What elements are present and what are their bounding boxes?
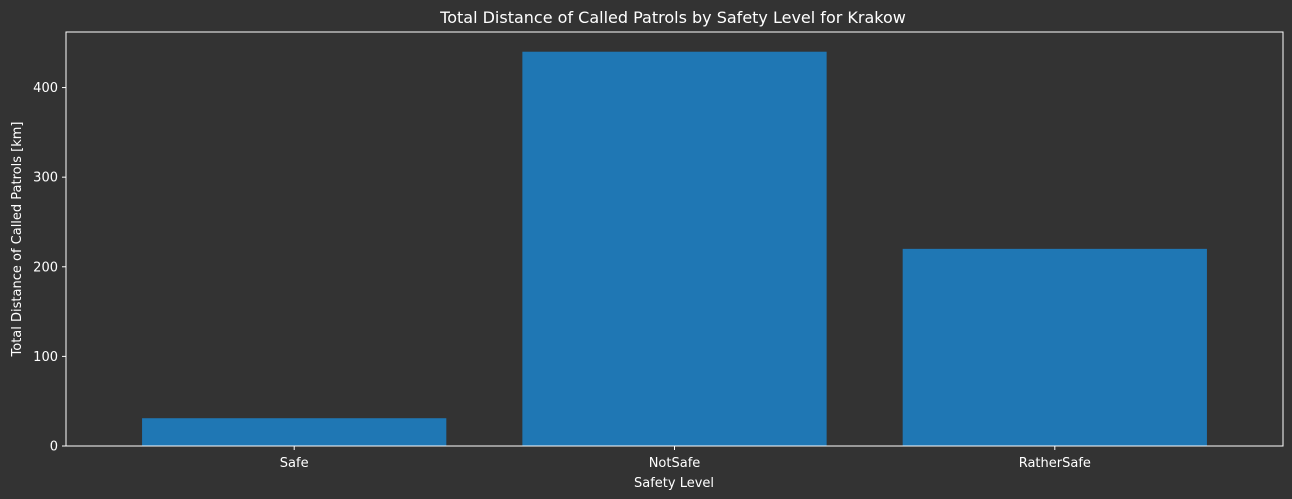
y-axis: 0 100 200 300 400 <box>33 81 66 455</box>
x-axis: Safe NotSafe RatherSafe <box>280 446 1091 471</box>
y-tick-label: 200 <box>33 260 58 275</box>
bar-safe <box>142 418 447 446</box>
y-tick-label: 300 <box>33 171 58 186</box>
x-tick-label-safe: Safe <box>280 456 309 471</box>
bars-group <box>142 51 1207 446</box>
bar-notsafe <box>522 51 827 446</box>
x-tick-label-notsafe: NotSafe <box>649 456 701 471</box>
x-axis-label: Safety Level <box>634 476 714 491</box>
bar-rathersafe <box>902 248 1207 446</box>
y-axis-label: Total Distance of Called Patrols [km] <box>10 122 25 358</box>
y-tick-label: 100 <box>33 350 58 365</box>
chart-title: Total Distance of Called Patrols by Safe… <box>439 8 906 27</box>
y-tick-label: 400 <box>33 81 58 96</box>
x-tick-label-rathersafe: RatherSafe <box>1019 456 1091 471</box>
y-tick-label: 0 <box>50 440 58 455</box>
